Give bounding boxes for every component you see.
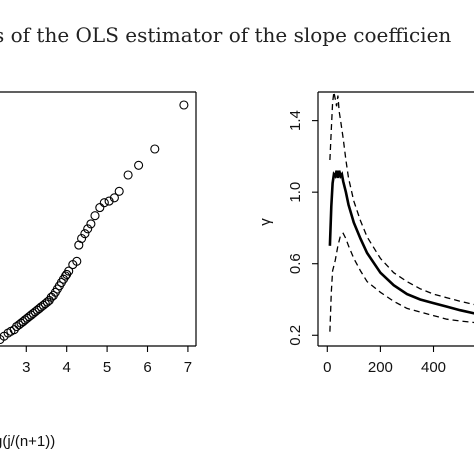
right-y-tick-label-1: 0.6	[287, 253, 304, 274]
right-y-axis: 0.2 0.6 1.0 1.4	[287, 110, 318, 346]
right-y-axis-title: γ	[257, 218, 274, 226]
scatter-point-4	[9, 325, 19, 335]
scatter-point-35	[77, 233, 87, 244]
scatter-point-31	[64, 266, 74, 276]
left-scatter-points	[0, 100, 189, 345]
right-panel: 0 200 400 0.2 0.6 1.0 1.4 γ	[257, 91, 474, 376]
left-x-tick-label-0: 3	[22, 359, 30, 376]
confidence-band-line-2	[329, 232, 474, 332]
figure-caption: s of the OLS estimator of the slope coef…	[0, 23, 451, 47]
right-x-tick-label-0: 0	[323, 359, 331, 376]
confidence-band-line-1	[329, 91, 474, 306]
right-x-tick-label-1: 200	[368, 359, 393, 376]
scatter-point-37	[83, 224, 93, 234]
scatter-point-47	[150, 144, 160, 154]
left-x-tick-label-3: 6	[143, 359, 151, 376]
scatter-point-29	[60, 271, 71, 281]
left-x-axis-title: g(j/(n+1))	[0, 433, 55, 450]
scatter-point-41	[99, 198, 109, 208]
right-series-lines	[328, 91, 474, 332]
scatter-point-40	[95, 203, 105, 213]
scatter-point-44	[114, 186, 124, 196]
scatter-point-43	[109, 193, 119, 203]
left-x-tick-label-4: 7	[184, 359, 192, 376]
left-x-tick-label-2: 5	[103, 359, 111, 376]
scatter-point-48	[179, 100, 189, 110]
right-x-axis: 0 200 400	[323, 346, 446, 376]
right-x-tick-label-2: 400	[421, 359, 446, 376]
right-y-tick-label-3: 1.4	[287, 110, 304, 131]
right-y-tick-label-0: 0.2	[287, 325, 304, 346]
left-x-tick-label-1: 4	[63, 359, 71, 376]
estimate-line-0	[328, 170, 474, 315]
scatter-point-45	[123, 170, 133, 180]
scatter-point-36	[80, 229, 90, 239]
scatter-point-46	[134, 160, 144, 170]
scatter-point-39	[90, 211, 100, 221]
scatter-point-0	[0, 334, 5, 345]
left-panel: 3 4 5 6 7 g(j/(n+1))	[0, 91, 197, 450]
scatter-point-38	[86, 219, 96, 229]
left-x-axis: 3 4 5 6 7	[22, 346, 192, 376]
right-y-tick-label-2: 1.0	[287, 182, 304, 203]
scatter-point-33	[72, 256, 82, 266]
